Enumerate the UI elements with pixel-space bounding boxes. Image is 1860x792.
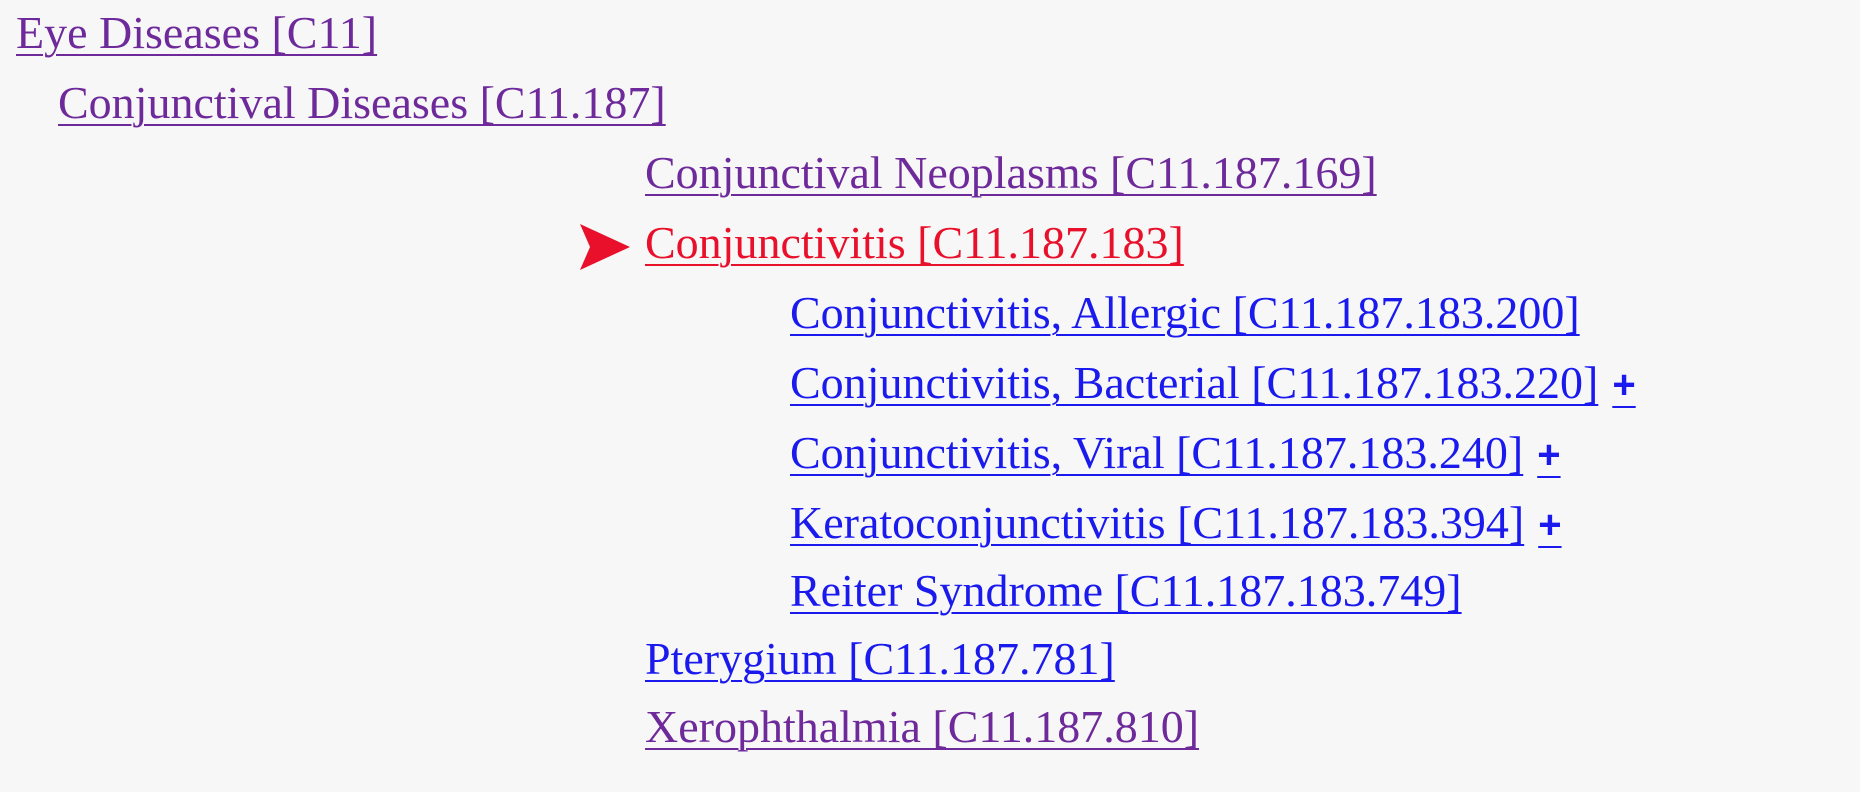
tree-link-reiter-syndrome[interactable]: Reiter Syndrome [C11.187.183.749]	[790, 565, 1462, 616]
tree-item-conjunctival-diseases: Conjunctival Diseases [C11.187]	[58, 80, 666, 136]
tree-item-reiter-syndrome: Reiter Syndrome [C11.187.183.749]	[790, 568, 1462, 624]
tree-item-xerophthalmia: Xerophthalmia [C11.187.810]	[645, 704, 1199, 760]
tree-link-conjunctivitis[interactable]: Conjunctivitis [C11.187.183]	[645, 217, 1184, 268]
tree-item-pterygium: Pterygium [C11.187.781]	[645, 636, 1115, 692]
tree-link-conjunctivitis-allergic[interactable]: Conjunctivitis, Allergic [C11.187.183.20…	[790, 287, 1580, 338]
tree-item-conjunctival-neoplasms: Conjunctival Neoplasms [C11.187.169]	[645, 150, 1377, 206]
tree-item-conjunctivitis-viral: Conjunctivitis, Viral [C11.187.183.240] +	[790, 430, 1561, 486]
tree-item-keratoconjunctivitis: Keratoconjunctivitis [C11.187.183.394] +	[790, 500, 1562, 556]
tree-item-conjunctivitis: Conjunctivitis [C11.187.183]	[645, 220, 1184, 276]
tree-link-conjunctivitis-viral[interactable]: Conjunctivitis, Viral [C11.187.183.240]	[790, 427, 1524, 478]
tree-item-conjunctivitis-bacterial: Conjunctivitis, Bacterial [C11.187.183.2…	[790, 360, 1636, 416]
tree-link-keratoconjunctivitis[interactable]: Keratoconjunctivitis [C11.187.183.394]	[790, 497, 1525, 548]
tree-item-conjunctivitis-allergic: Conjunctivitis, Allergic [C11.187.183.20…	[790, 290, 1580, 346]
tree-link-pterygium[interactable]: Pterygium [C11.187.781]	[645, 633, 1115, 684]
red-arrow-icon	[580, 224, 630, 270]
tree-link-conjunctivitis-bacterial[interactable]: Conjunctivitis, Bacterial [C11.187.183.2…	[790, 357, 1599, 408]
tree-item-eye-diseases: Eye Diseases [C11]	[16, 10, 377, 66]
expand-plus-icon[interactable]: +	[1537, 433, 1561, 477]
expand-plus-icon[interactable]: +	[1612, 363, 1636, 407]
tree-link-eye-diseases[interactable]: Eye Diseases [C11]	[16, 7, 378, 58]
tree-link-xerophthalmia[interactable]: Xerophthalmia [C11.187.810]	[645, 701, 1200, 752]
tree-link-conjunctival-diseases[interactable]: Conjunctival Diseases [C11.187]	[58, 77, 666, 128]
expand-plus-icon[interactable]: +	[1538, 503, 1562, 547]
tree-link-conjunctival-neoplasms[interactable]: Conjunctival Neoplasms [C11.187.169]	[645, 147, 1377, 198]
